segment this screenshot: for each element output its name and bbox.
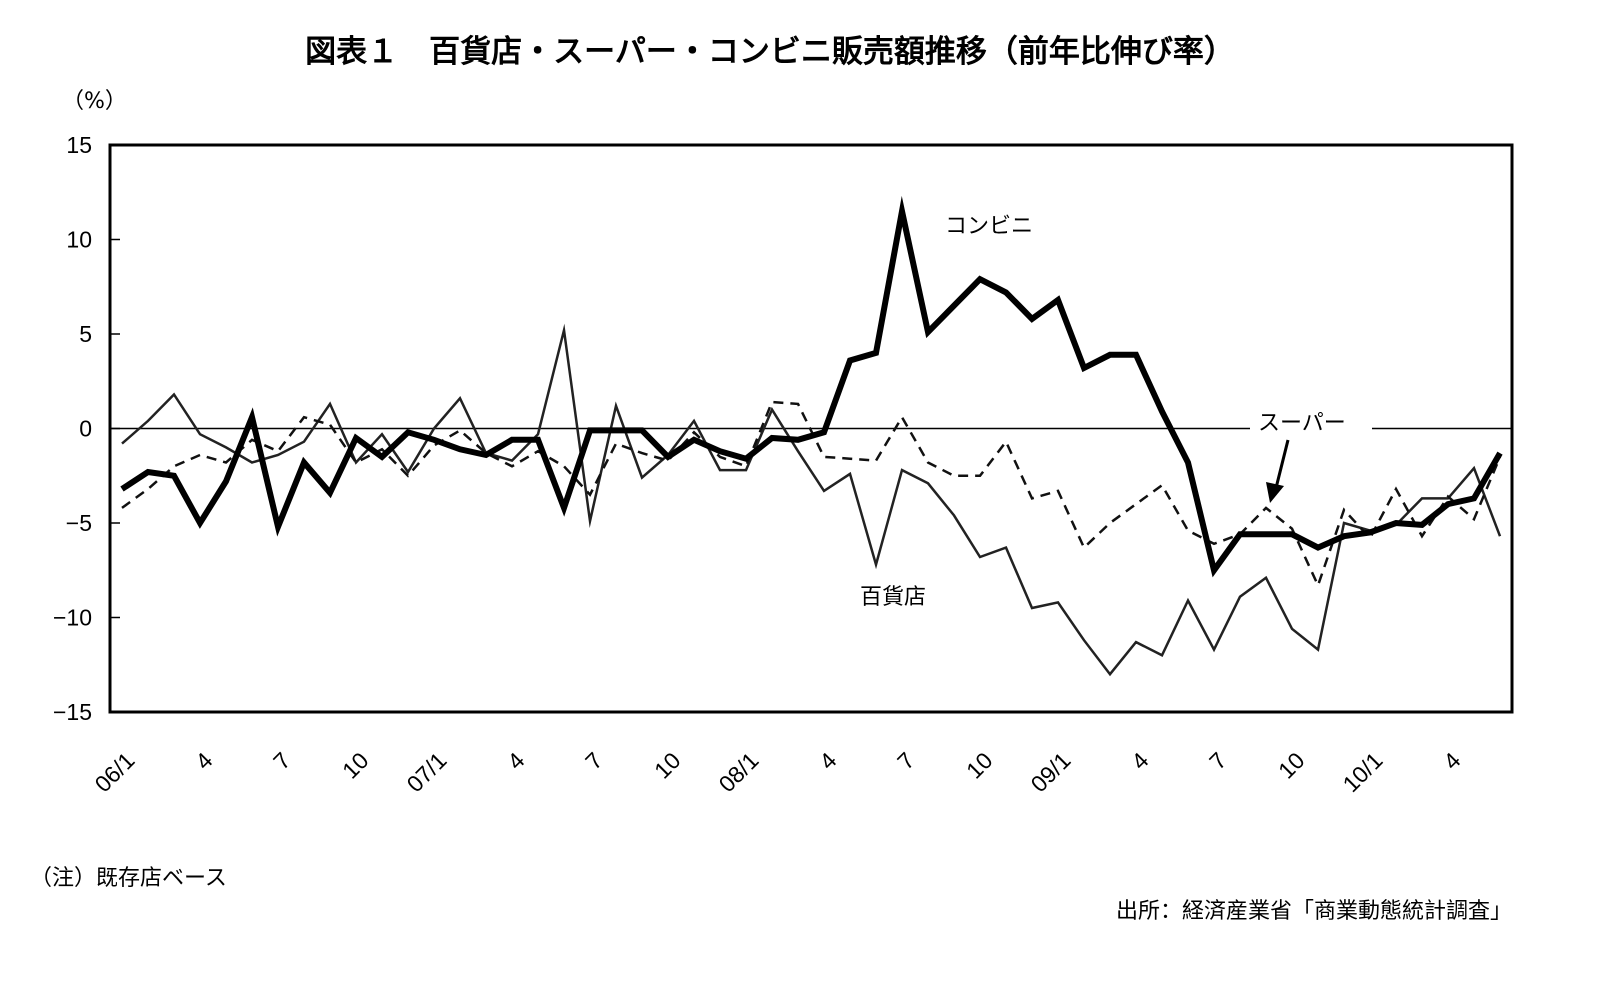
x-tick-label: 10 bbox=[649, 747, 685, 783]
x-tick-label: 10/1 bbox=[1337, 747, 1387, 797]
footnote: （注）既存店ベース bbox=[30, 866, 227, 891]
series-line-supermarket bbox=[121, 400, 1502, 589]
x-tick-label: 4 bbox=[814, 747, 842, 775]
x-tick-label: 7 bbox=[1204, 747, 1231, 774]
y-tick-label: 10 bbox=[66, 227, 92, 253]
label-convenience: コンビニ bbox=[945, 214, 1033, 239]
y-tick-label: −15 bbox=[53, 699, 92, 725]
y-tick-label: 15 bbox=[66, 132, 92, 158]
series-line-convenience-store bbox=[120, 195, 1503, 578]
x-tick-label: 7 bbox=[892, 747, 919, 774]
y-tick-label: −5 bbox=[66, 510, 92, 536]
y-tick-label: −10 bbox=[53, 605, 92, 631]
chart-title: 図表１ 百貨店・スーパー・コンビニ販売額推移（前年比伸び率） bbox=[305, 34, 1235, 70]
x-tick-label: 4 bbox=[190, 747, 218, 775]
x-tick-label: 4 bbox=[1126, 747, 1154, 775]
label-department-store: 百貨店 bbox=[860, 585, 926, 610]
x-tick-label: 4 bbox=[502, 747, 530, 775]
y-tick-label: 5 bbox=[79, 321, 92, 347]
series-line-department-store bbox=[121, 323, 1502, 677]
x-tick-label: 06/1 bbox=[89, 747, 139, 797]
x-tick-label: 7 bbox=[268, 747, 295, 774]
x-tick-label: 10 bbox=[1273, 747, 1309, 783]
x-tick-label: 07/1 bbox=[401, 747, 451, 797]
x-tick-label: 10 bbox=[337, 747, 373, 783]
x-tick-label: 10 bbox=[961, 747, 997, 783]
source-note: 出所：経済産業省「商業動態統計調査」 bbox=[1116, 899, 1512, 924]
y-tick-label: 0 bbox=[79, 416, 92, 442]
y-axis-unit: （%） bbox=[62, 89, 127, 114]
x-tick-label: 09/1 bbox=[1025, 747, 1075, 797]
super-label-bg bbox=[1250, 410, 1372, 440]
x-tick-label: 08/1 bbox=[713, 747, 763, 797]
x-tick-label: 7 bbox=[580, 747, 607, 774]
x-tick-label: 4 bbox=[1438, 747, 1466, 775]
label-supermarket: スーパー bbox=[1258, 411, 1346, 436]
arrow-icon bbox=[1266, 439, 1290, 503]
